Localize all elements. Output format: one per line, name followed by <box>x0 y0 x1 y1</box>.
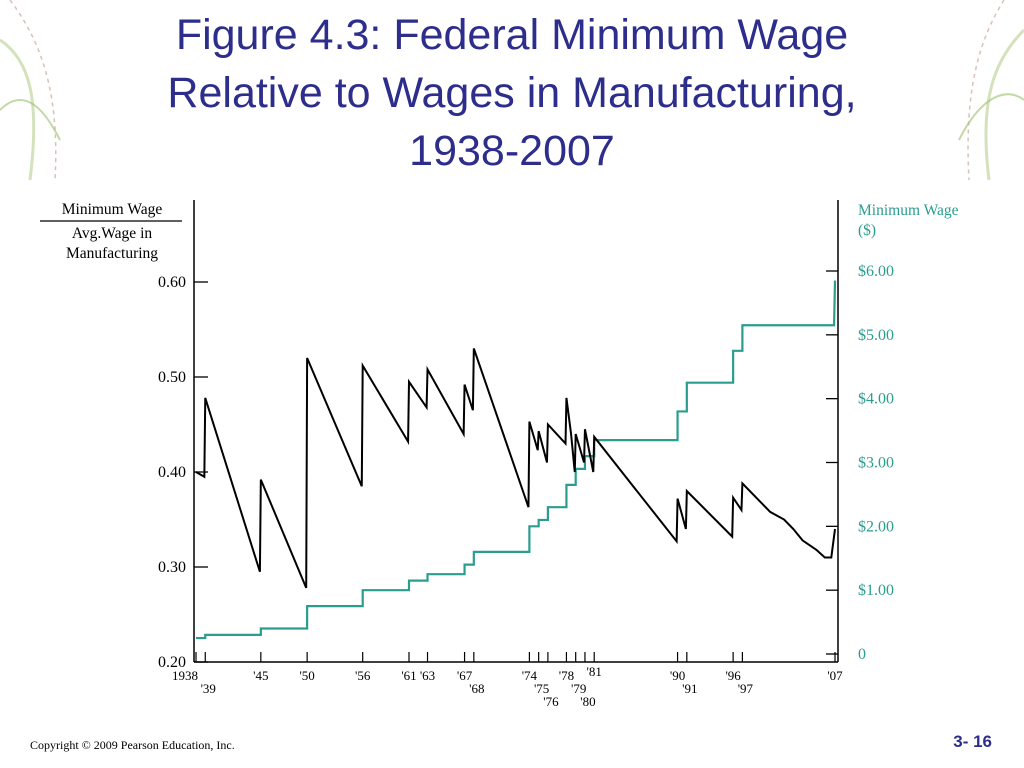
xtick-label: '91 <box>682 681 697 696</box>
xtick-label: '50 <box>299 668 314 683</box>
right-ytick-label: $2.00 <box>858 518 894 535</box>
left-ytick-label: 0.60 <box>158 274 186 291</box>
right-plant-decoration <box>958 0 1024 180</box>
xtick-label: '90 <box>670 668 685 683</box>
slide-title: Figure 4.3: Federal Minimum Wage Relativ… <box>90 6 934 180</box>
page-number: 3- 16 <box>953 732 992 751</box>
left-ylabel-denominator-line-1: Avg.Wage in <box>72 225 152 242</box>
title-line-1: Figure 4.3: Federal Minimum Wage <box>175 11 849 59</box>
xtick-label: '63 <box>420 668 435 683</box>
right-ytick-label: $5.00 <box>858 327 894 344</box>
ratio-series <box>195 348 836 589</box>
left-ytick-label: 0.50 <box>158 369 186 386</box>
xtick-label: '80 <box>580 694 595 709</box>
xtick-label: '45 <box>253 668 268 683</box>
left-ylabel-numerator: Minimum Wage <box>62 201 163 218</box>
minimum-wage-chart: Minimum Wage Avg.Wage in Manufacturing M… <box>40 200 959 709</box>
xtick-label: '74 <box>522 668 538 683</box>
xtick-label: '96 <box>725 668 741 683</box>
right-ytick-label: $4.00 <box>858 391 894 408</box>
xtick-label: '61 <box>401 668 416 683</box>
right-ytick-label: 0 <box>858 646 866 663</box>
axis-ticks: 0.20 0.30 0.40 0.50 0.60 0 $1.00 $2.00 $3.00 $4.0… <box>158 263 894 709</box>
xtick-label: '76 <box>543 694 559 709</box>
right-ylabel-line-1: Minimum Wage <box>858 202 959 219</box>
left-ylabel-denominator-line-2: Manufacturing <box>66 245 158 262</box>
xtick-label: '68 <box>469 681 484 696</box>
left-plant-decoration <box>0 0 61 180</box>
xtick-label: '67 <box>457 668 473 683</box>
wage-series <box>195 280 837 640</box>
xtick-label: '75 <box>534 681 549 696</box>
right-ylabel-line-2: ($) <box>858 222 876 239</box>
title-line-3: 1938-2007 <box>409 127 615 175</box>
right-ytick-label: $6.00 <box>858 263 894 280</box>
left-ytick-label: 0.20 <box>158 654 186 671</box>
xtick-label: '07 <box>827 668 843 683</box>
xtick-label: '56 <box>355 668 371 683</box>
left-ytick-label: 0.40 <box>158 464 186 481</box>
ratio-line <box>195 348 836 589</box>
xtick-label: '97 <box>738 681 754 696</box>
xtick-label: '78 <box>559 668 574 683</box>
wage-line <box>196 280 837 640</box>
xtick-label: '79 <box>571 681 586 696</box>
xtick-label: '39 <box>201 681 216 696</box>
right-ytick-label: $1.00 <box>858 582 894 599</box>
xtick-label: '81 <box>587 664 602 679</box>
xtick-label: 1938 <box>172 668 198 683</box>
copyright-notice: Copyright © 2009 Pearson Education, Inc. <box>30 738 235 752</box>
title-line-2: Relative to Wages in Manufacturing, <box>167 69 857 117</box>
right-ytick-label: $3.00 <box>858 455 894 472</box>
left-ytick-label: 0.30 <box>158 559 186 576</box>
